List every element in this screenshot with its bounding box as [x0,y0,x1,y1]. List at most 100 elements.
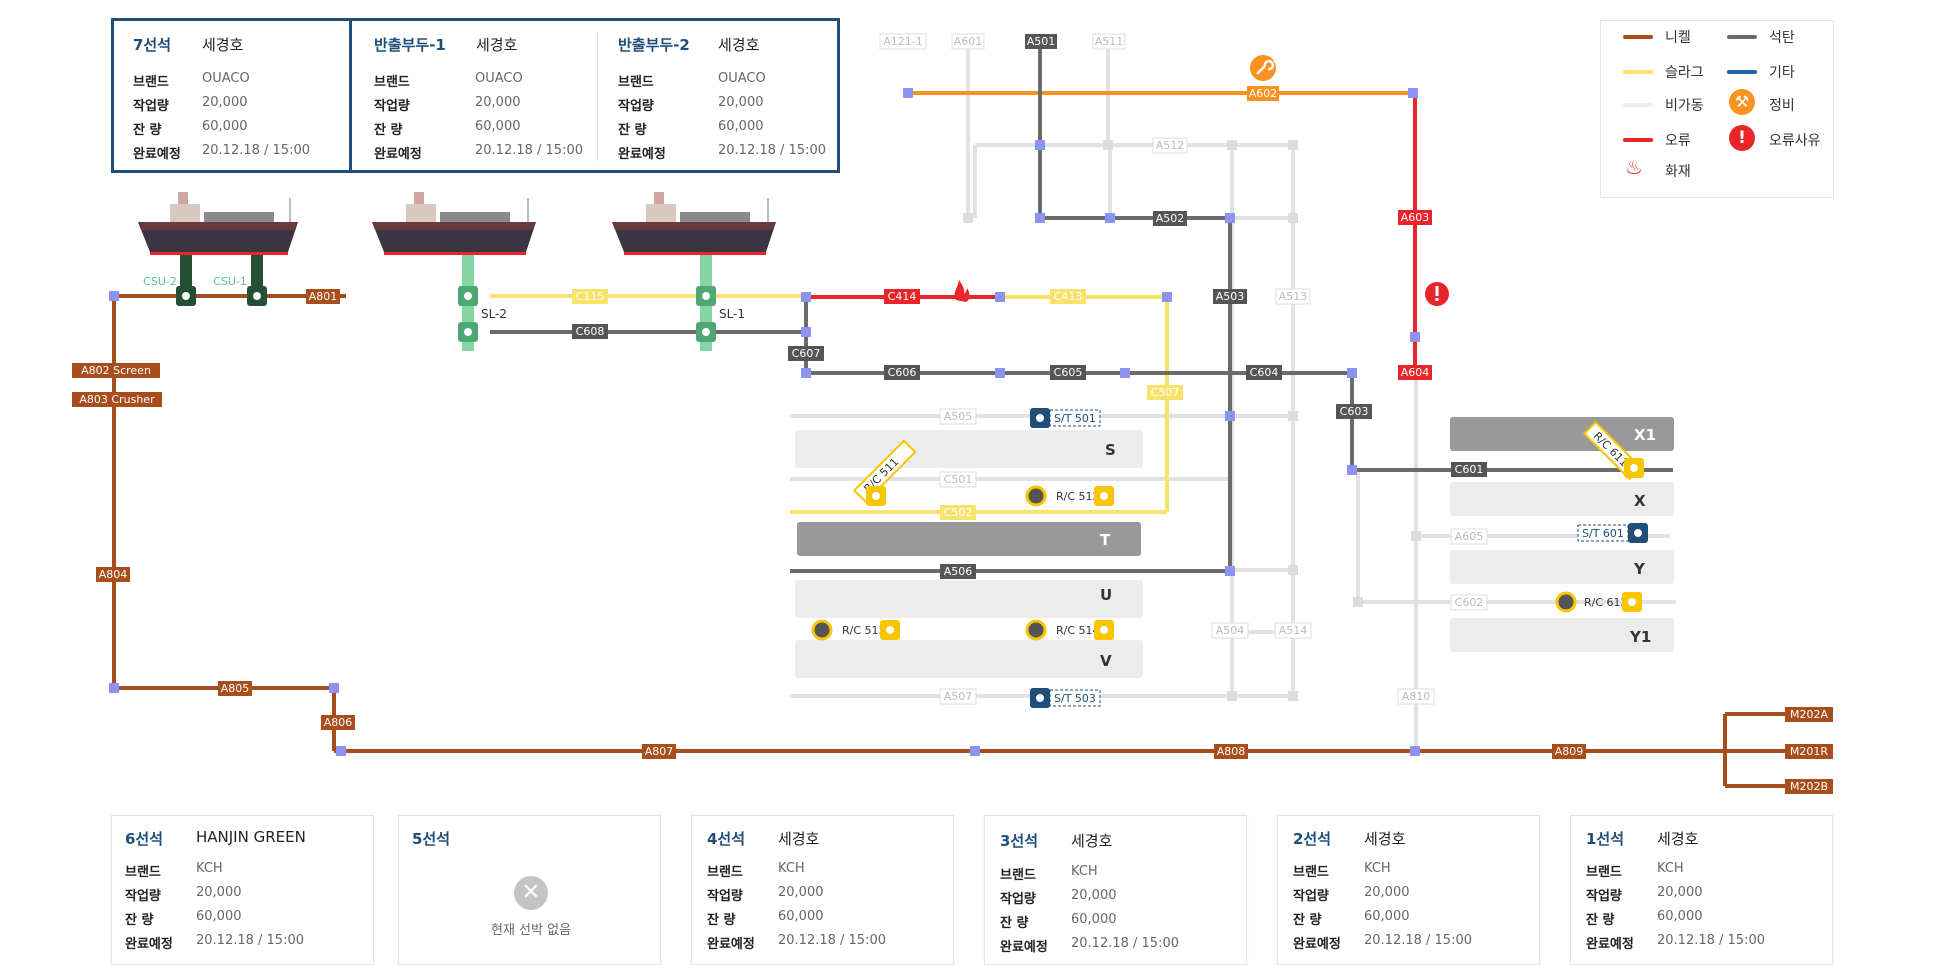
rc513-wheel-icon[interactable] [811,619,833,641]
label-work: 작업량 [125,889,161,904]
tag-a604[interactable]: A604 [1401,366,1430,379]
berth-4-work: 20,000 [778,885,824,900]
tag-a501[interactable]: A501 [1027,35,1056,48]
rc514-label: R/C 514 [1056,624,1100,637]
tag-a503[interactable]: A503 [1216,290,1245,303]
label-remain: 잔 량 [1586,913,1615,928]
tag-a605[interactable]: A605 [1455,530,1484,543]
tag-a504[interactable]: A504 [1216,624,1245,637]
tag-a601[interactable]: A601 [954,35,983,48]
berth-3-finish: 20.12.18 / 15:00 [1071,936,1179,951]
pier-1-finish: 20.12.18 / 15:00 [475,143,583,158]
tag-a810[interactable]: A810 [1402,690,1431,703]
tag-m202b[interactable]: M202B [1790,780,1828,793]
tag-a801[interactable]: A801 [309,290,338,303]
tag-a512[interactable]: A512 [1156,139,1185,152]
tag-a603[interactable]: A603 [1401,211,1430,224]
tag-a802[interactable]: A802 Screen [81,364,151,377]
berth-6-panel[interactable]: 6선석 HANJIN GREEN 브랜드 KCH 작업량 20,000 잔 량 60,… [111,815,374,965]
tag-a505[interactable]: A505 [944,410,973,423]
yard-x-label: X [1634,492,1646,510]
tag-m202a[interactable]: M202A [1790,708,1828,721]
yard-t[interactable] [797,522,1141,556]
label-brand: 브랜드 [1293,865,1329,880]
tag-c413[interactable]: C413 [1054,290,1083,303]
tag-a807[interactable]: A807 [645,745,674,758]
pier-2-remain: 60,000 [718,119,764,134]
label-finish: 완료예정 [133,147,181,162]
tag-c414[interactable]: C414 [888,290,917,303]
berth-1-ship: 세경호 [1657,830,1699,848]
machines: S/T 501 S/T 503 S/T 601 R/C 512 R/C 513 … [811,408,1648,708]
tag-m201r[interactable]: M201R [1790,745,1828,758]
tag-c605[interactable]: C605 [1054,366,1083,379]
tag-a809[interactable]: A809 [1555,745,1584,758]
rc514-wheel-icon[interactable] [1025,619,1047,641]
label-finish: 완료예정 [125,937,173,952]
berth-1-work: 20,000 [1657,885,1703,900]
tag-a121-1[interactable]: A121-1 [883,35,923,48]
yard-y1[interactable] [1450,618,1674,652]
tag-a511[interactable]: A511 [1095,35,1124,48]
tag-a804[interactable]: A804 [99,568,128,581]
pier-2-ship: 세경호 [718,36,760,54]
berth-2-brand: KCH [1364,861,1391,876]
berth-6-work: 20,000 [196,885,242,900]
tag-c606[interactable]: C606 [888,366,917,379]
label-remain: 잔 량 [707,913,736,928]
legend-idle: 비가동 [1665,98,1704,114]
tag-sl1[interactable]: SL-1 [719,307,745,321]
tag-a803[interactable]: A803 Crusher [79,393,155,406]
tag-c603[interactable]: C603 [1340,405,1369,418]
legend-error-reason-icon: ! [1729,125,1755,151]
rc612-wheel-icon[interactable] [1555,591,1577,613]
berth-4-panel[interactable]: 4선석 세경호 브랜드 KCH 작업량 20,000 잔 량 60,000 완료예정 2… [691,815,954,965]
tag-c607[interactable]: C607 [792,347,821,360]
yard-y[interactable] [1450,550,1674,584]
berth-1-panel[interactable]: 1선석 세경호 브랜드 KCH 작업량 20,000 잔 량 60,000 완료예정 2… [1570,815,1833,965]
tag-c602[interactable]: C602 [1455,596,1484,609]
tag-c501[interactable]: C501 [944,473,973,486]
tag-csu1[interactable]: CSU-1 [213,275,247,288]
label-brand: 브랜드 [133,75,169,90]
tag-a805[interactable]: A805 [221,682,250,695]
yard-s[interactable] [795,430,1143,468]
pier-1-remain: 60,000 [475,119,521,134]
tag-c608[interactable]: C608 [576,325,605,338]
pier-1-work: 20,000 [475,95,521,110]
tag-a808[interactable]: A808 [1217,745,1246,758]
rc512-wheel-icon[interactable] [1025,485,1047,507]
tag-a806[interactable]: A806 [324,716,353,729]
tag-c601[interactable]: C601 [1455,463,1484,476]
yard-u[interactable] [795,580,1143,618]
ship-icon-pier2 [612,192,776,255]
pier-panel[interactable]: 반출부두-1 세경호 브랜드 OUACO 작업량 20,000 잔 량 60,000 … [349,18,840,173]
tag-csu2[interactable]: CSU-2 [143,275,177,288]
berth-3-panel[interactable]: 3선석 세경호 브랜드 KCH 작업량 20,000 잔 량 60,000 완료예정 2… [984,815,1247,965]
berth-2-remain: 60,000 [1364,909,1410,924]
pier-2-work: 20,000 [718,95,764,110]
tag-a514[interactable]: A514 [1279,624,1308,637]
label-work: 작업량 [707,889,743,904]
legend-wrench-icon: ⚒ [1729,89,1755,115]
yard-x1[interactable] [1450,417,1674,451]
yard-x[interactable] [1450,482,1674,516]
tag-c502[interactable]: C502 [944,506,973,519]
ship-icons [138,192,776,255]
fire-icon[interactable] [954,280,970,302]
tag-a502[interactable]: A502 [1156,212,1185,225]
legend-error-swatch [1623,138,1653,142]
yard-v[interactable] [795,640,1143,678]
tag-a506[interactable]: A506 [944,565,973,578]
tag-a513[interactable]: A513 [1279,290,1308,303]
berth-7-title: 7선석 [133,36,172,54]
tag-c115[interactable]: C115 [576,290,605,303]
tag-c604[interactable]: C604 [1250,366,1279,379]
tag-c507[interactable]: C507 [1151,386,1180,399]
tag-sl2[interactable]: SL-2 [481,307,507,321]
tag-a602[interactable]: A602 [1249,87,1278,100]
berth-5-panel[interactable]: 5선석 ✕ 현재 선박 없음 [398,815,661,965]
tag-a507[interactable]: A507 [944,690,973,703]
berth-7-panel[interactable]: 7선석 세경호 브랜드 OUACO 작업량 20,000 잔 량 60,000 완료예… [111,18,352,173]
berth-2-panel[interactable]: 2선석 세경호 브랜드 KCH 작업량 20,000 잔 량 60,000 완료예정 2… [1277,815,1540,965]
